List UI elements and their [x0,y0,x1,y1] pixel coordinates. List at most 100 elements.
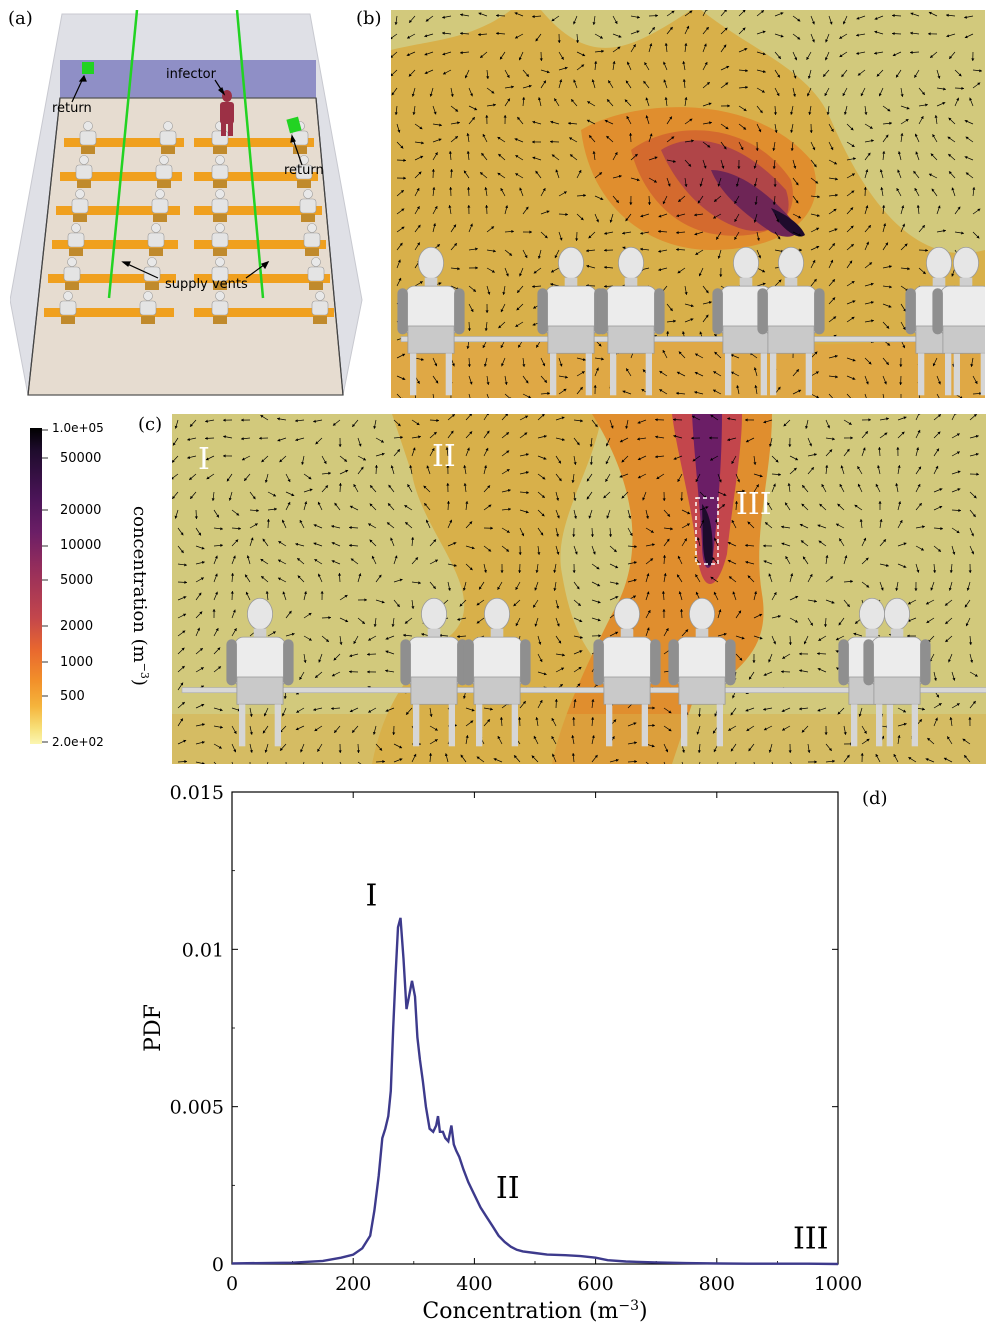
y-tick-label: 0 [212,1254,224,1276]
mannequin [463,597,531,747]
mannequin [932,246,985,396]
colorbar-tick-4: 5000 [60,573,94,588]
x-tick-label: 800 [699,1273,735,1295]
student [155,155,173,188]
y-tick-label: 0.015 [170,782,224,804]
desk [194,240,326,249]
student [79,121,97,154]
y-axis-label: PDF [141,1004,166,1052]
colorbar-tick-6: 1000 [60,655,94,670]
colorbar [24,428,54,750]
label-return-left: return [52,101,92,116]
student-figures [59,121,329,324]
plot-frame [231,791,839,1265]
back-wall [60,60,316,98]
series-line-pdf [231,917,839,1266]
annotation-2: II [496,1171,520,1206]
concentration-field-b [391,10,985,398]
annotation-3: III [793,1221,829,1256]
x-tick-label: 200 [335,1273,371,1295]
x-tick-label: 600 [577,1273,613,1295]
student [75,155,93,188]
colorbar-tick-8: 2.0e+02 [52,735,104,749]
panel-label-c: (c) [138,414,163,435]
desk-rail [181,687,986,694]
x-tick-label: 0 [226,1273,238,1295]
mannequin [668,597,736,747]
desk [194,138,314,147]
region-label-III: III [736,487,772,522]
student [299,189,317,222]
annotation-1: I [365,878,377,913]
student [211,257,229,290]
mannequin [757,246,825,396]
desk [194,172,318,181]
return-vent-left [82,62,94,74]
panel-label-a: (a) [8,8,33,29]
student [211,291,229,324]
student [59,291,77,324]
student [303,223,321,256]
mannequin [397,246,465,396]
colorbar-tick-7: 500 [60,689,85,704]
student [311,291,329,324]
desk-rail [400,336,985,343]
label-return-right: return [284,163,324,178]
x-tick-label: 400 [456,1273,492,1295]
mannequins-b [397,246,985,396]
student [71,189,89,222]
supply-vent-left [107,10,139,299]
desk [44,308,174,317]
student [151,189,169,222]
colorbar-tick-5: 2000 [60,619,94,634]
colorbar-title: concentration (m−3) [129,480,151,710]
colorbar-tick-3: 10000 [60,538,102,553]
colorbar-title-sup: −3 [138,662,151,679]
infector-figure [220,90,234,136]
colorbar-title-text: concentration (m [129,506,150,663]
student [63,257,81,290]
x-tick-label: 1000 [814,1273,862,1295]
student [211,223,229,256]
x-axis-label: Concentration (m−3) [422,1298,647,1324]
classroom-3d-view: return infector return supply vents [10,10,363,396]
y-tick-label: 0.005 [170,1097,224,1119]
concentration-field-c: I II III [172,414,986,764]
student [295,155,313,188]
label-infector: infector [166,67,217,82]
colorbar-title-end: ) [129,678,150,686]
y-tick-label: 0.01 [182,939,224,961]
mannequin [597,246,665,396]
student [159,121,177,154]
return-vent-right [286,116,302,134]
desk [194,206,322,215]
student [211,155,229,188]
student [67,223,85,256]
label-supply-vents: supply vents [165,277,248,292]
region-label-II: II [432,439,456,474]
annotation-arrows [71,74,303,279]
colorbar-tick-2: 20000 [60,503,102,518]
region-III-box [695,497,719,565]
student [147,223,165,256]
region-label-I: I [198,442,210,477]
student [307,257,325,290]
panel-label-b: (b) [356,8,382,29]
axis-ticks [231,791,839,1265]
tick-labels: 0 200 400 600 800 1000 0 0.005 0.01 0.015 [170,782,863,1295]
student [211,189,229,222]
colorbar-tick-0: 1.0e+05 [52,421,104,435]
colorbar-tick-1: 50000 [60,451,102,466]
student [139,291,157,324]
colorbar-gradient [30,428,42,744]
desk [194,308,334,317]
mannequin [593,597,661,747]
mannequins-c [181,597,986,747]
mannequin [537,246,605,396]
mannequin [863,597,931,747]
mannequin [226,597,294,747]
panel-label-d: (d) [862,788,888,809]
supply-vent-right [235,10,265,299]
